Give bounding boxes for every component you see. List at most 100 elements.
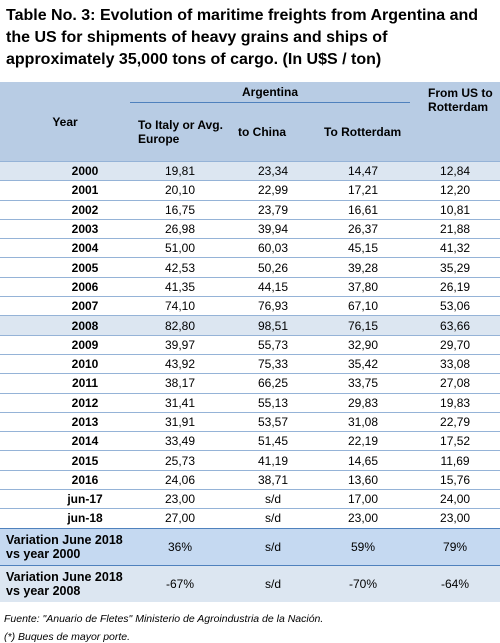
cell: 98,51 (230, 315, 316, 336)
row-label: 2012 (0, 392, 130, 413)
cell: 75,33 (230, 353, 316, 374)
cell: 36% (130, 527, 230, 566)
cell: 41,35 (130, 276, 230, 297)
table-row: 2001 20,10 22,99 17,21 12,20 (0, 180, 500, 201)
table-row: 2015 25,73 41,19 14,65 11,69 (0, 450, 500, 471)
cell: 66,25 (230, 373, 316, 394)
cell: 27,00 (130, 508, 230, 529)
row-label: 2000 (0, 160, 130, 181)
cell: 35,29 (410, 257, 500, 278)
cell: 60,03 (230, 238, 316, 258)
us-header: From US to Rotterdam (410, 82, 500, 162)
cell: 26,19 (410, 276, 500, 297)
cell: 31,08 (316, 411, 411, 432)
row-label: Variation June 2018 vs year 2000 (0, 527, 130, 566)
column-header: To Rotterdam (316, 102, 411, 162)
table-row: 2013 31,91 53,57 31,08 22,79 (0, 411, 500, 432)
cell: 21,88 (410, 218, 500, 239)
cell: 15,76 (410, 469, 500, 490)
table-row: 2009 39,97 55,73 32,90 29,70 (0, 334, 500, 355)
cell: 39,94 (230, 218, 316, 239)
cell: 31,41 (130, 392, 230, 413)
cell: 82,80 (130, 315, 230, 336)
table-title: Table No. 3: Evolution of maritime freig… (6, 7, 479, 68)
cell: 55,73 (230, 334, 316, 355)
column-header: To Italy or Avg. Europe (130, 102, 230, 162)
cell: 23,00 (410, 508, 500, 529)
table-row: 2012 31,41 55,13 29,83 19,83 (0, 392, 500, 413)
cell: 63,66 (410, 315, 500, 336)
row-label: 2004 (0, 238, 130, 258)
table-row: 2011 38,17 66,25 33,75 27,08 (0, 373, 500, 394)
cell: 53,06 (410, 296, 500, 316)
row-label: 2015 (0, 450, 130, 471)
cell: 39,97 (130, 334, 230, 355)
table-row: Variation June 2018 vs year 2000 36% s/d 59… (0, 527, 500, 566)
cell: s/d (230, 564, 316, 602)
row-label: 2002 (0, 199, 130, 220)
cell: 43,92 (130, 353, 230, 374)
cell: 23,34 (230, 160, 316, 181)
cell: 76,93 (230, 296, 316, 316)
row-label: 2005 (0, 257, 130, 278)
cell: 51,00 (130, 238, 230, 258)
cell: 38,17 (130, 373, 230, 394)
table-row: 2005 42,53 50,26 39,28 35,29 (0, 257, 500, 278)
cell: 67,10 (316, 296, 411, 316)
row-label: 2003 (0, 218, 130, 239)
cell: 79% (410, 527, 500, 566)
cell: 33,75 (316, 373, 411, 394)
cell: 12,84 (410, 160, 500, 181)
cell: 41,19 (230, 450, 316, 471)
cell: s/d (230, 527, 316, 566)
row-label: 2011 (0, 373, 130, 394)
cell: 19,83 (410, 392, 500, 413)
cell: s/d (230, 508, 316, 529)
cell: 74,10 (130, 296, 230, 316)
cell: -67% (130, 564, 230, 602)
cell: -70% (316, 564, 411, 602)
cell: 16,75 (130, 199, 230, 220)
table-body: 2000 19,81 23,34 14,47 12,84 2001 20,10 22,99 17… (0, 160, 500, 602)
cell: 35,42 (316, 353, 411, 374)
cell: 22,99 (230, 180, 316, 201)
footnote: Fuente: "Anuario de Fletes" Ministerio d… (4, 612, 324, 625)
row-label: 2006 (0, 276, 130, 297)
table-row: jun-18 27,00 s/d 23,00 23,00 (0, 508, 500, 529)
table-row: 2008 82,80 98,51 76,15 63,66 (0, 315, 500, 336)
row-label: Variation June 2018 vs year 2008 (0, 564, 130, 602)
table-row: 2000 19,81 23,34 14,47 12,84 (0, 160, 500, 181)
cell: 24,00 (410, 489, 500, 509)
cell: 50,26 (230, 257, 316, 278)
footnotes: Fuente: "Anuario de Fletes" Ministerio d… (0, 602, 500, 643)
cell: 23,00 (130, 489, 230, 509)
row-label: jun-18 (0, 508, 130, 529)
row-label: 2001 (0, 180, 130, 201)
group-header: Argentina (130, 82, 411, 103)
row-label: 2008 (0, 315, 130, 336)
table-row: 2003 26,98 39,94 26,37 21,88 (0, 218, 500, 239)
row-label: 2014 (0, 431, 130, 451)
row-label: 2013 (0, 411, 130, 432)
cell: s/d (230, 489, 316, 509)
cell: 51,45 (230, 431, 316, 451)
cell: 32,90 (316, 334, 411, 355)
cell: 14,65 (316, 450, 411, 471)
cell: 13,60 (316, 469, 411, 490)
cell: 29,70 (410, 334, 500, 355)
cell: 26,98 (130, 218, 230, 239)
cell: 17,21 (316, 180, 411, 201)
cell: 16,61 (316, 199, 411, 220)
cell: 22,19 (316, 431, 411, 451)
table-row: 2007 74,10 76,93 67,10 53,06 (0, 296, 500, 316)
freight-table: Year Argentina From US to Rotterdam To I… (0, 82, 500, 602)
cell: 59% (316, 527, 411, 566)
cell: 17,52 (410, 431, 500, 451)
cell: 26,37 (316, 218, 411, 239)
table-header: Year Argentina From US to Rotterdam To I… (0, 82, 500, 162)
cell: 45,15 (316, 238, 411, 258)
cell: 19,81 (130, 160, 230, 181)
cell: 14,47 (316, 160, 411, 181)
table-row: jun-17 23,00 s/d 17,00 24,00 (0, 489, 500, 509)
cell: 25,73 (130, 450, 230, 471)
